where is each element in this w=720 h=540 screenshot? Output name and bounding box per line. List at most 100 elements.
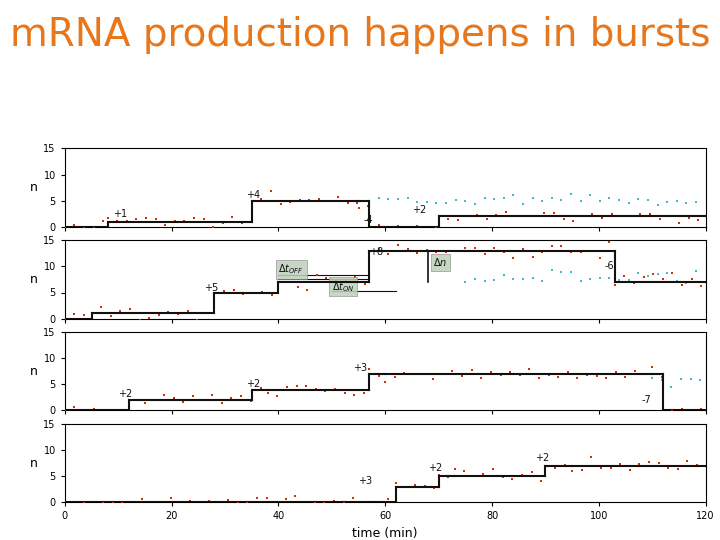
Point xyxy=(638,273,649,281)
Point xyxy=(527,253,539,261)
Point xyxy=(172,310,184,319)
Point xyxy=(59,502,71,511)
Point xyxy=(536,477,547,485)
Point xyxy=(647,374,658,382)
Point xyxy=(676,404,688,413)
Point xyxy=(165,494,176,503)
Point xyxy=(433,470,444,479)
Point xyxy=(567,217,579,225)
Point xyxy=(318,499,330,508)
Point xyxy=(359,280,371,288)
Point xyxy=(647,269,659,278)
Point xyxy=(466,366,477,375)
Point xyxy=(523,365,535,374)
Point xyxy=(282,278,294,286)
Point xyxy=(498,271,510,279)
Point xyxy=(581,370,593,379)
Point xyxy=(320,274,332,282)
Point xyxy=(112,217,123,226)
Point xyxy=(256,288,268,296)
Point xyxy=(481,214,492,223)
Point xyxy=(309,499,320,508)
Point xyxy=(485,368,497,377)
Point xyxy=(686,275,698,284)
Point xyxy=(577,212,588,221)
Point xyxy=(217,218,229,227)
Point xyxy=(88,224,99,233)
Point xyxy=(68,402,80,411)
Point xyxy=(633,269,644,278)
Point xyxy=(618,272,630,280)
Point xyxy=(428,484,440,492)
Point xyxy=(488,276,500,285)
Point xyxy=(88,500,99,508)
Point xyxy=(153,310,165,319)
Text: -7: -7 xyxy=(642,395,652,404)
Point xyxy=(302,285,313,294)
Point xyxy=(364,364,375,373)
Point xyxy=(639,370,650,379)
Point xyxy=(114,307,126,316)
Point xyxy=(235,392,247,400)
Point xyxy=(585,247,596,255)
Point xyxy=(78,498,90,507)
Point xyxy=(402,244,413,253)
Point xyxy=(647,363,658,372)
Point xyxy=(280,495,292,504)
Point xyxy=(107,410,119,418)
Point xyxy=(667,268,678,277)
Point xyxy=(143,313,155,322)
Point xyxy=(158,391,170,400)
Point xyxy=(565,190,577,199)
Point xyxy=(320,387,331,395)
Point xyxy=(353,203,364,212)
Point xyxy=(421,246,433,254)
Point xyxy=(392,241,404,249)
Point xyxy=(690,267,702,276)
Point xyxy=(168,394,179,402)
Point xyxy=(437,370,449,379)
Point xyxy=(587,210,598,219)
Point xyxy=(59,314,71,323)
Point xyxy=(549,464,561,472)
Point xyxy=(68,501,80,510)
Point xyxy=(121,217,132,225)
Text: +2: +2 xyxy=(412,205,426,215)
Point xyxy=(603,274,615,282)
Point xyxy=(207,391,218,400)
Point xyxy=(373,500,384,508)
Point xyxy=(459,196,471,205)
Point xyxy=(469,274,481,283)
Point xyxy=(431,199,442,208)
Point xyxy=(540,462,552,470)
Point xyxy=(358,389,369,397)
Point xyxy=(392,222,404,231)
Point xyxy=(625,212,636,220)
Point xyxy=(313,195,325,204)
Point xyxy=(519,211,531,220)
Point xyxy=(527,194,539,202)
Point xyxy=(246,387,258,395)
Point xyxy=(450,246,462,255)
X-axis label: time (min): time (min) xyxy=(353,527,418,540)
Point xyxy=(179,217,190,225)
Point xyxy=(575,248,586,257)
Point xyxy=(68,221,80,230)
Point xyxy=(389,373,400,382)
Point xyxy=(623,275,634,284)
Point xyxy=(667,407,678,416)
Point xyxy=(364,501,375,510)
Point xyxy=(139,398,150,407)
Point xyxy=(543,370,554,379)
Point xyxy=(477,469,489,478)
Point xyxy=(150,214,161,223)
Point xyxy=(671,277,683,286)
Point xyxy=(682,456,693,465)
Point xyxy=(207,223,219,232)
Point xyxy=(459,467,470,476)
Point xyxy=(412,249,423,258)
Point xyxy=(351,199,363,207)
Point xyxy=(556,241,567,250)
Point xyxy=(431,223,442,232)
Point xyxy=(213,502,225,511)
